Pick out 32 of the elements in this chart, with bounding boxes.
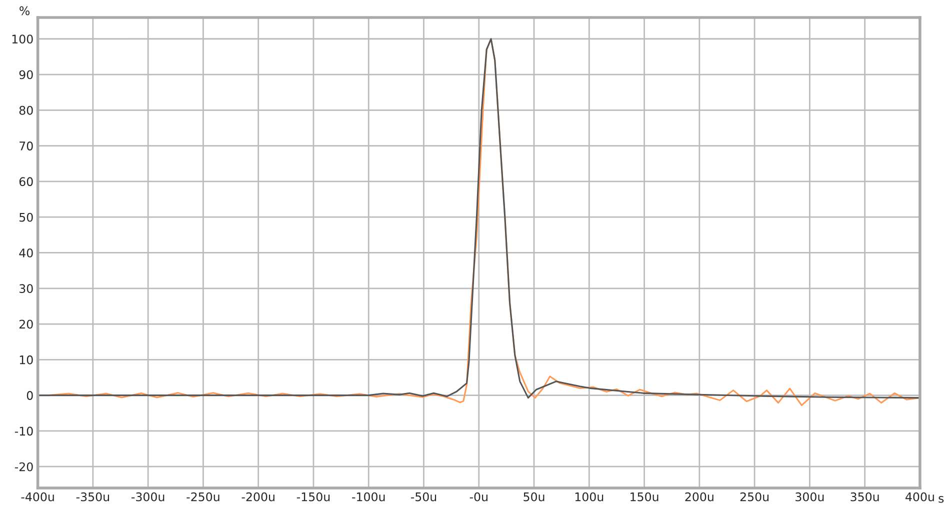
y-tick-label: 50: [20, 212, 33, 222]
y-axis-title: %: [20, 6, 30, 16]
y-tick-label: 60: [19, 177, 33, 186]
x-tick-label: -300u: [132, 492, 164, 502]
x-tick-label: -50u: [410, 492, 436, 502]
y-tick-label: 10: [20, 355, 33, 364]
x-tick-label: 350u: [850, 492, 879, 502]
x-tick-label: 200u: [685, 492, 714, 502]
x-tick-label: -200u: [242, 492, 274, 502]
y-tick-label: 30: [20, 284, 33, 294]
x-tick-label: 100u: [575, 492, 604, 502]
y-tick-label: 90: [19, 70, 33, 80]
x-axis-title: s: [938, 496, 944, 503]
y-tick-label: 20: [19, 320, 33, 329]
x-tick-label: 400u: [906, 492, 934, 502]
y-tick-label: 70: [20, 142, 33, 150]
y-tick-label: 40: [19, 248, 33, 258]
y-tick-label: 80: [19, 106, 33, 115]
y-tick-label: 100: [12, 34, 33, 44]
x-tick-label: -400u: [21, 492, 54, 502]
x-tick-label: -350u: [76, 492, 109, 502]
x-tick-label: 250u: [740, 492, 768, 502]
x-tick-label: 300u: [796, 492, 824, 502]
x-tick-label: -250u: [186, 492, 220, 502]
y-tick-label: 0: [26, 391, 33, 400]
x-tick-label: -0u: [470, 492, 488, 502]
y-tick-label: -10: [14, 426, 33, 436]
y-tick-label: -20: [14, 462, 33, 472]
x-tick-label: 50u: [524, 492, 544, 502]
x-tick-label: 150u: [630, 492, 658, 502]
x-tick-label: -150u: [296, 492, 330, 502]
x-tick-label: -100u: [352, 492, 385, 502]
